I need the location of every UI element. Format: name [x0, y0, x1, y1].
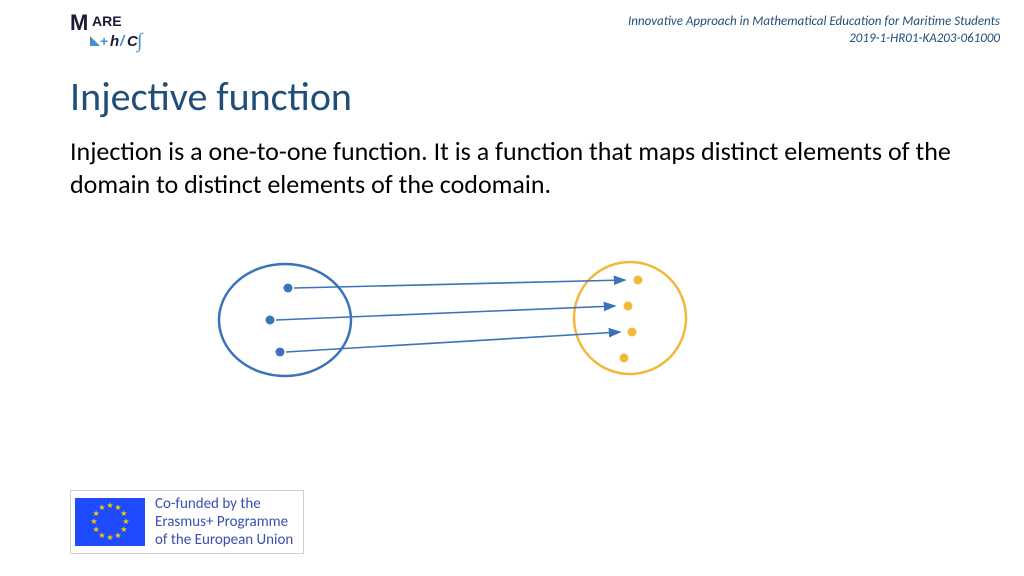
- slide-title: Injective function: [0, 54, 1024, 121]
- eu-flag-icon: ★★★★★★★★★★★★: [75, 498, 145, 546]
- svg-text:h: h: [110, 33, 119, 50]
- svg-text:M: M: [70, 10, 88, 35]
- header-project-info: Innovative Approach in Mathematical Educ…: [628, 10, 1000, 48]
- eu-funding-text: Co-funded by the Erasmus+ Programme of t…: [155, 495, 293, 549]
- slide-header: M ARE + h / C ∫ Innovative Approach in M…: [0, 0, 1024, 54]
- svg-text:ARE: ARE: [92, 13, 122, 29]
- header-tagline: Innovative Approach in Mathematical Educ…: [628, 14, 1000, 31]
- footer-line-3: of the European Union: [155, 531, 293, 549]
- svg-text:+: +: [100, 33, 108, 49]
- header-project-code: 2019-1-HR01-KA203-061000: [628, 31, 1000, 48]
- injective-function-diagram: [200, 230, 720, 410]
- slide-body-text: Injection is a one-to-one function. It i…: [0, 121, 1024, 200]
- mare-maths-logo: M ARE + h / C ∫: [70, 10, 190, 54]
- footer-line-1: Co-funded by the: [155, 495, 293, 513]
- eu-funding-badge: ★★★★★★★★★★★★ Co-funded by the Erasmus+ P…: [70, 490, 304, 554]
- footer-line-2: Erasmus+ Programme: [155, 513, 293, 531]
- svg-text:/: /: [119, 33, 126, 50]
- svg-text:∫: ∫: [135, 30, 144, 53]
